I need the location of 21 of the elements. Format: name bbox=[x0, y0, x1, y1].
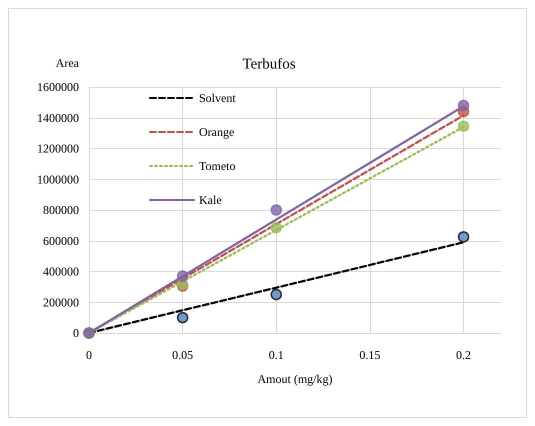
y-axis-title: Area bbox=[56, 56, 80, 70]
y-tick-label: 1400000 bbox=[37, 110, 79, 125]
x-tick-label: 0.1 bbox=[268, 348, 284, 362]
x-tick-label: 0.2 bbox=[456, 348, 472, 362]
y-tick-label: 1000000 bbox=[37, 172, 79, 186]
legend-label: Kale bbox=[199, 193, 222, 207]
y-tick-label: 400000 bbox=[43, 264, 79, 278]
x-axis-title: Amout (mg/kg) bbox=[258, 372, 332, 386]
y-tick-label: 800000 bbox=[43, 203, 79, 217]
y-tick-label: 600000 bbox=[43, 234, 79, 248]
legend-label: Solvent bbox=[199, 91, 236, 105]
y-tick-label: 1600000 bbox=[37, 80, 79, 94]
y-tick-label: 0 bbox=[73, 326, 79, 340]
chart-title: Terbufos bbox=[242, 56, 296, 72]
y-tick-label: 200000 bbox=[43, 295, 79, 310]
x-tick-label: 0.05 bbox=[172, 348, 194, 362]
legend-label: Orange bbox=[199, 125, 234, 139]
x-tick-label: 0 bbox=[86, 348, 92, 362]
legend-label: Tometo bbox=[199, 159, 236, 173]
x-tick-label: 0.15 bbox=[359, 348, 380, 362]
y-tick-label: 1200000 bbox=[37, 142, 79, 156]
